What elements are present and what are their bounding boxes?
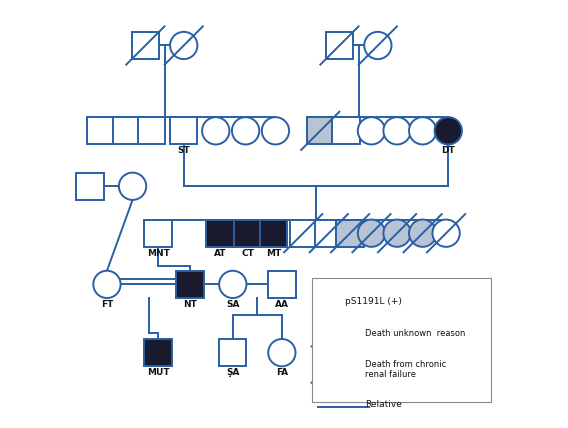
- Text: CT: CT: [241, 249, 254, 258]
- Bar: [268, 271, 295, 298]
- Bar: [326, 32, 353, 59]
- Circle shape: [358, 220, 385, 247]
- Text: MUT: MUT: [147, 368, 169, 377]
- Bar: [112, 117, 140, 145]
- Text: MNT: MNT: [147, 249, 170, 258]
- Text: Death from chronic
renal failure: Death from chronic renal failure: [365, 360, 446, 379]
- Bar: [219, 339, 247, 366]
- Text: AA: AA: [275, 300, 289, 309]
- Bar: [177, 271, 204, 298]
- Bar: [138, 117, 165, 145]
- Bar: [87, 117, 114, 145]
- Circle shape: [409, 117, 436, 145]
- Circle shape: [435, 117, 462, 145]
- Text: FA: FA: [276, 368, 288, 377]
- Circle shape: [232, 117, 259, 145]
- Bar: [319, 292, 338, 311]
- Bar: [307, 117, 334, 145]
- Text: AT: AT: [214, 249, 226, 258]
- Text: Relative: Relative: [365, 400, 402, 409]
- Text: ŞA: ŞA: [226, 368, 240, 377]
- Text: MT: MT: [266, 249, 281, 258]
- Bar: [290, 220, 317, 247]
- Circle shape: [202, 117, 229, 145]
- Circle shape: [262, 117, 289, 145]
- Circle shape: [364, 32, 391, 59]
- Circle shape: [119, 172, 146, 200]
- Text: FT: FT: [101, 300, 113, 309]
- Bar: [132, 32, 159, 59]
- Circle shape: [383, 220, 411, 247]
- Bar: [315, 324, 334, 343]
- Bar: [312, 278, 491, 402]
- Circle shape: [409, 220, 436, 247]
- Text: ST: ST: [177, 146, 190, 155]
- Bar: [170, 117, 198, 145]
- Bar: [332, 117, 360, 145]
- Bar: [260, 220, 287, 247]
- Bar: [234, 220, 261, 247]
- Circle shape: [170, 32, 198, 59]
- Text: SA: SA: [226, 300, 240, 309]
- Circle shape: [268, 339, 295, 366]
- Text: pS1191L (+): pS1191L (+): [345, 297, 402, 306]
- Bar: [144, 220, 172, 247]
- Circle shape: [358, 117, 385, 145]
- Bar: [315, 220, 343, 247]
- Circle shape: [383, 117, 411, 145]
- Bar: [206, 220, 233, 247]
- Circle shape: [93, 271, 120, 298]
- Circle shape: [343, 324, 362, 343]
- Circle shape: [343, 360, 362, 379]
- Text: Death unknown  reason: Death unknown reason: [365, 329, 465, 338]
- Bar: [336, 220, 364, 247]
- Bar: [76, 172, 103, 200]
- Text: DT: DT: [441, 146, 455, 155]
- Circle shape: [219, 271, 247, 298]
- Text: NT: NT: [183, 300, 197, 309]
- Bar: [315, 360, 334, 379]
- Circle shape: [432, 220, 460, 247]
- Bar: [144, 339, 172, 366]
